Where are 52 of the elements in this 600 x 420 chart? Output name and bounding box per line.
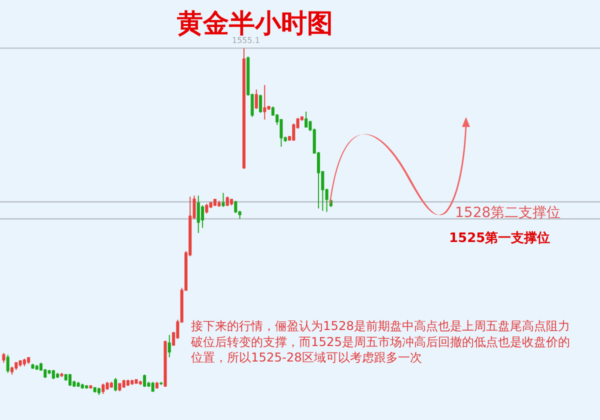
candlestick — [102, 383, 105, 394]
candlestick — [280, 118, 283, 148]
candlestick — [168, 334, 171, 358]
candlestick — [205, 203, 208, 214]
candlestick — [122, 379, 126, 388]
candlestick — [97, 387, 100, 396]
candlestick — [2, 352, 6, 364]
candlestick — [126, 379, 130, 387]
candlestick — [155, 381, 158, 390]
candlestick — [259, 94, 262, 114]
candlestick — [242, 48, 246, 170]
candlestick — [6, 354, 10, 374]
candlestick — [60, 372, 64, 378]
candlestick — [118, 382, 122, 392]
candlestick — [80, 383, 84, 390]
candlestick — [254, 88, 258, 110]
candlestick — [138, 380, 142, 386]
annotation: 1555.1 — [232, 36, 260, 45]
candlestick — [226, 196, 229, 206]
candlestick — [18, 360, 22, 368]
candlestick — [76, 381, 80, 388]
candlestick — [151, 381, 154, 392]
candlestick — [114, 378, 118, 392]
candlestick — [263, 84, 266, 120]
candlestick — [31, 363, 34, 370]
candlestick — [164, 340, 167, 388]
candlestick — [196, 195, 200, 234]
candlestick — [89, 384, 92, 390]
annotation: 接下来的行情，俪盈认为1528是前期盘中高点也是上周五盘尾高点阻力破位后转变的支撑，而1525是周五市场冲高后回撤的低点也是收盘价的位置，所以1525-28区域可以考虑跟多一次 — [190, 319, 570, 365]
candlestick — [110, 381, 113, 388]
candlestick — [230, 198, 234, 206]
candlestick — [213, 198, 216, 206]
candlestick — [218, 200, 221, 208]
candlestick — [35, 364, 38, 371]
candlestick — [14, 362, 18, 371]
candlestick — [106, 381, 109, 390]
candlestick — [27, 356, 30, 364]
candlestick — [48, 370, 51, 375]
candlestick — [304, 111, 308, 128]
candlestick — [160, 381, 163, 386]
candlestick — [143, 374, 146, 388]
candlestick — [93, 386, 96, 394]
candlestick — [222, 192, 225, 208]
candlestick — [130, 379, 134, 386]
candlestick — [10, 366, 14, 376]
ref-line-label: 1525第一支撑位 — [449, 231, 550, 246]
candlestick — [52, 370, 55, 380]
candlestick — [56, 372, 60, 379]
candlestick — [68, 374, 72, 387]
ref-line-label: 1528第二支撑位 — [455, 205, 561, 221]
candlestick — [85, 384, 88, 390]
candlestick — [22, 358, 26, 367]
